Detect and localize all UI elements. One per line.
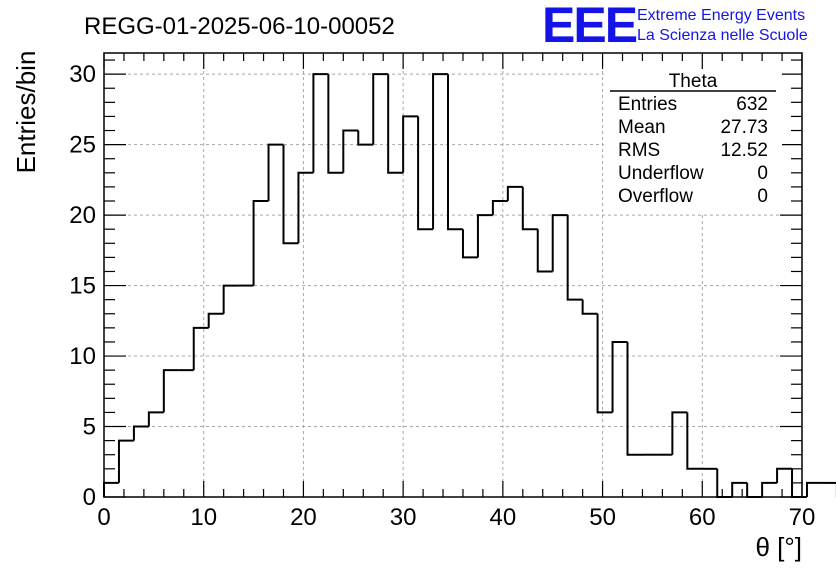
stats-value: 632 — [736, 94, 768, 115]
x-axis-label: θ [°] — [755, 532, 802, 562]
histogram-bin — [581, 299, 598, 315]
histogram-bin — [626, 341, 643, 456]
stats-title: Theta — [669, 71, 718, 92]
histogram-bin — [776, 467, 793, 483]
histogram-bin — [387, 74, 404, 174]
chart-title: REGG-01-2025-06-10-00052 — [84, 13, 395, 40]
histogram-bin — [746, 482, 763, 498]
x-tick-label: 20 — [290, 504, 317, 531]
logo-mark: EEE — [542, 0, 637, 53]
histogram-bin — [805, 481, 822, 497]
histogram-bin — [417, 116, 434, 231]
y-tick-label: 15 — [69, 273, 96, 300]
stats-rows: Entries 632 Mean 27.73 RMS 12.52 Underflow 0 Ove… — [618, 94, 768, 207]
plot-border — [103, 52, 803, 498]
histogram-bin — [207, 312, 224, 328]
y-tick-label: 25 — [69, 132, 96, 159]
stats-label: RMS — [618, 140, 660, 161]
stats-value: 0 — [757, 163, 768, 184]
histogram-bin — [192, 326, 209, 371]
histogram-bin — [282, 144, 299, 245]
histogram-bin — [476, 214, 493, 258]
y-tick-label: 5 — [83, 414, 96, 441]
histogram-bin — [103, 481, 119, 497]
stats-label: Overflow — [618, 186, 693, 207]
histogram-bin — [536, 229, 553, 273]
histogram-bin — [327, 74, 344, 174]
histogram-bin — [761, 481, 778, 497]
histogram-bin — [117, 439, 134, 483]
axis-ticks — [103, 53, 803, 498]
eee-logo: EEE Extreme Energy Events La Scienza nel… — [542, 0, 808, 53]
histogram-bin — [716, 468, 733, 498]
histogram-bin — [252, 200, 269, 286]
histogram-bin — [447, 74, 463, 231]
histogram-bin — [357, 130, 374, 146]
stats-label: Underflow — [618, 163, 704, 184]
stats-value: 0 — [757, 186, 768, 207]
tick-labels: 0 10 20 30 40 50 60 70 0 5 10 15 20 25 30 — [69, 61, 815, 531]
histogram-bin — [596, 313, 613, 414]
stats-value: 27.73 — [720, 117, 768, 138]
histogram-bin — [267, 143, 284, 201]
grid-lines — [104, 53, 802, 497]
plot-frame — [103, 52, 803, 498]
stats-label: Entries — [618, 94, 677, 115]
y-axis-label: Entries/bin — [11, 51, 41, 174]
histogram-bin — [162, 369, 179, 413]
stats-box: Theta Entries 632 Mean 27.73 RMS 12.52 Underfl… — [604, 70, 782, 214]
stats-background — [604, 70, 782, 214]
histogram-bin — [611, 340, 628, 413]
x-tick-label: 70 — [789, 504, 816, 531]
histogram-bin — [551, 214, 568, 272]
histogram-bin — [372, 73, 389, 145]
histogram-bin — [342, 129, 359, 173]
histogram-bin — [521, 186, 538, 231]
histogram-bin — [731, 481, 748, 497]
histogram-bin — [402, 115, 419, 173]
histogram-bin — [312, 73, 329, 173]
histogram-bin — [222, 284, 239, 314]
histogram-bin — [297, 171, 314, 244]
stats-value: 12.52 — [720, 140, 768, 161]
histogram-bin — [671, 411, 688, 455]
logo-line-2: La Scienza nelle Scuole — [637, 27, 808, 44]
y-tick-label: 30 — [69, 61, 96, 88]
x-tick-label: 0 — [97, 504, 110, 531]
y-tick-label: 10 — [69, 343, 96, 370]
histogram-bin — [506, 185, 523, 201]
histogram-bin — [686, 412, 703, 470]
stats-label: Mean — [618, 117, 666, 138]
x-tick-label: 50 — [589, 504, 616, 531]
histogram-bin — [432, 73, 449, 230]
x-tick-label: 10 — [190, 504, 217, 531]
x-tick-label: 30 — [390, 504, 417, 531]
histogram-bin — [461, 229, 478, 259]
logo-line-1: Extreme Energy Events — [637, 7, 805, 24]
histogram-bin — [147, 411, 164, 427]
x-tick-label: 40 — [490, 504, 517, 531]
x-tick-label: 60 — [689, 504, 716, 531]
y-tick-label: 20 — [69, 202, 96, 229]
histogram-bin — [566, 215, 583, 301]
histogram-bars — [103, 73, 836, 498]
histogram-bin — [491, 200, 508, 216]
y-tick-label: 0 — [83, 484, 96, 511]
histogram-bin — [132, 425, 149, 441]
